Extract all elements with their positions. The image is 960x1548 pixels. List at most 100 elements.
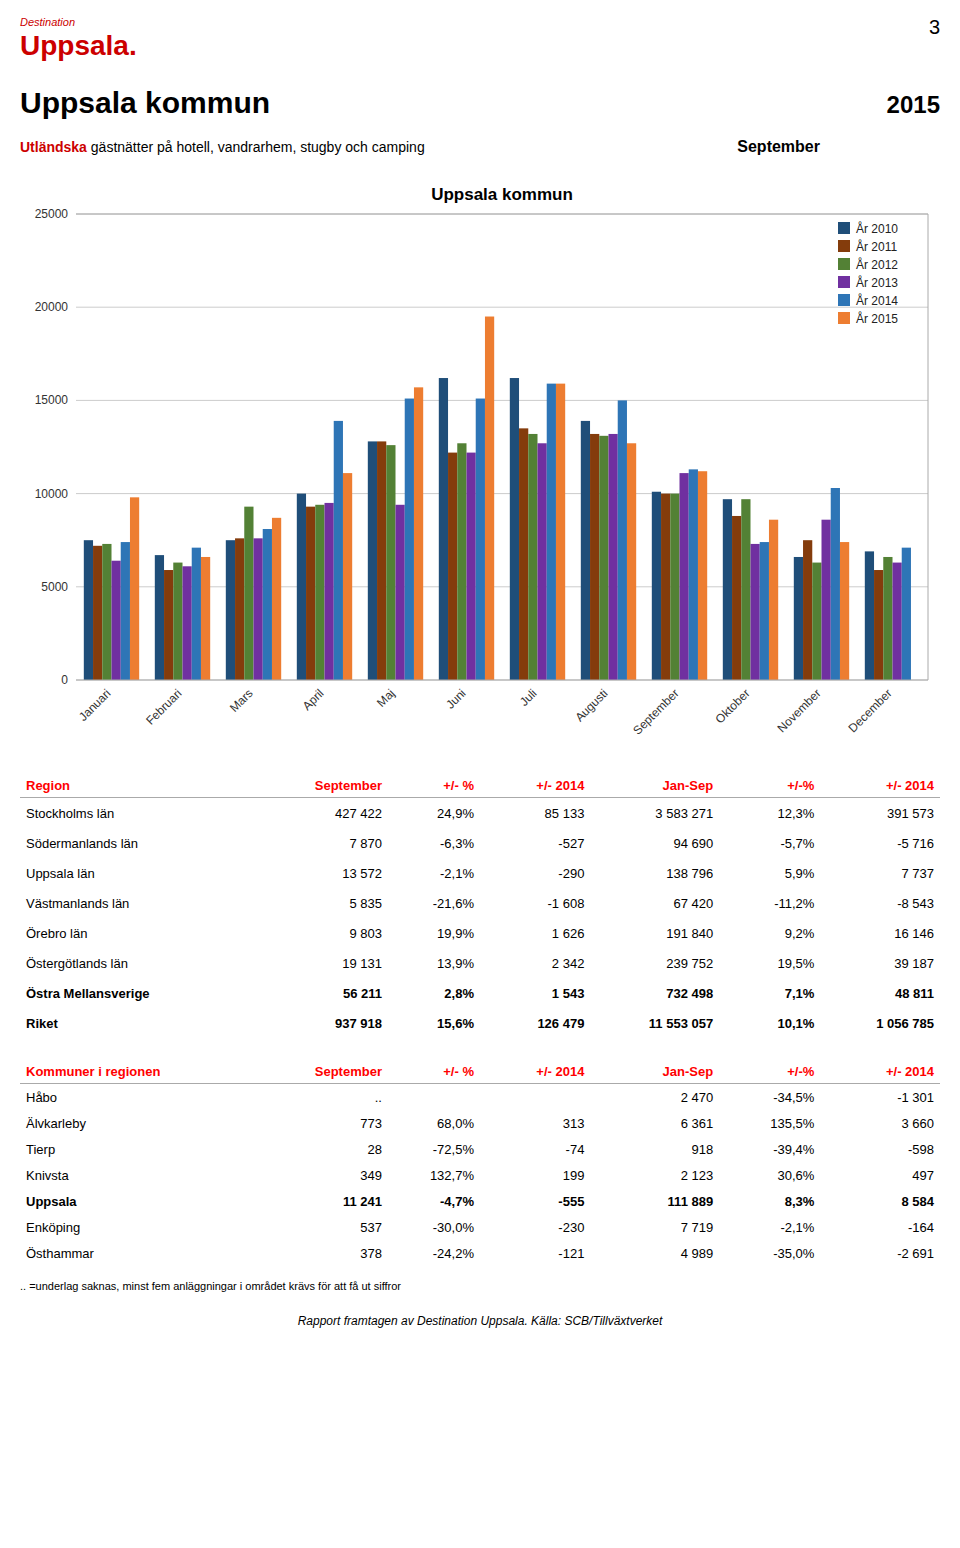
header-cell: +/- 2014 bbox=[820, 774, 940, 798]
header-cell: Jan-Sep bbox=[590, 774, 719, 798]
bar bbox=[102, 544, 111, 680]
table-cell: 773 bbox=[268, 1110, 388, 1136]
bar bbox=[244, 507, 253, 680]
chart-title: Uppsala kommun bbox=[431, 185, 573, 204]
table-cell: -290 bbox=[480, 858, 590, 888]
bar bbox=[812, 563, 821, 680]
legend-swatch bbox=[838, 276, 850, 288]
subtitle: Utländska gästnätter på hotell, vandrarh… bbox=[20, 139, 425, 155]
bar bbox=[618, 400, 627, 680]
table-cell: Enköping bbox=[20, 1214, 268, 1240]
col bbox=[480, 1060, 590, 1266]
table-row: Uppsala11 241-4,7%-555111 8898,3%8 584 bbox=[20, 1188, 940, 1214]
table-cell: 85 133 bbox=[480, 798, 590, 829]
table-row: Östhammar378-24,2%-1214 989-35,0%-2 691 bbox=[20, 1240, 940, 1266]
table-cell: Älvkarleby bbox=[20, 1110, 268, 1136]
table-cell: -5,7% bbox=[719, 828, 820, 858]
bar bbox=[263, 529, 272, 680]
header-cell: +/- 2014 bbox=[480, 774, 590, 798]
x-tick-label: Oktober bbox=[713, 686, 753, 726]
year: 2015 bbox=[887, 91, 940, 119]
bar bbox=[439, 378, 448, 680]
table-cell: 239 752 bbox=[590, 948, 719, 978]
bar bbox=[343, 473, 352, 680]
empty-cell bbox=[388, 1084, 480, 1111]
table-row: Västmanlands län5 835-21,6%-1 60867 420-… bbox=[20, 888, 940, 918]
table-cell: 12,3% bbox=[719, 798, 820, 829]
col bbox=[20, 1060, 268, 1266]
bar bbox=[538, 443, 547, 680]
bars bbox=[84, 317, 911, 680]
bar bbox=[652, 492, 661, 680]
chart: Uppsala kommun0500010000150002000025000J… bbox=[20, 178, 940, 758]
y-tick-label: 10000 bbox=[35, 487, 69, 501]
table-cell: -1 608 bbox=[480, 888, 590, 918]
table-cell: 8 584 bbox=[820, 1188, 940, 1214]
y-tick-label: 25000 bbox=[35, 207, 69, 221]
table-cell: 3 660 bbox=[820, 1110, 940, 1136]
table-cell: 2 342 bbox=[480, 948, 590, 978]
bar bbox=[112, 561, 121, 680]
bar bbox=[547, 384, 556, 680]
table-cell: 4 989 bbox=[590, 1240, 719, 1266]
table-cell: -4,7% bbox=[388, 1188, 480, 1214]
table-cell: -164 bbox=[820, 1214, 940, 1240]
table-cell: 6 361 bbox=[590, 1110, 719, 1136]
table-cell: Håbo bbox=[20, 1084, 268, 1111]
header-cell: Jan-Sep bbox=[590, 1060, 719, 1084]
table-cell: Stockholms län bbox=[20, 798, 268, 829]
table-cell: -2 691 bbox=[820, 1240, 940, 1266]
table-cell: -39,4% bbox=[719, 1136, 820, 1162]
table-cell: 10,1% bbox=[719, 1008, 820, 1038]
bar bbox=[883, 557, 892, 680]
table-cell: 537 bbox=[268, 1214, 388, 1240]
table-row: Älvkarleby77368,0%3136 361135,5%3 660 bbox=[20, 1110, 940, 1136]
bar bbox=[130, 497, 139, 680]
bar bbox=[485, 317, 494, 680]
table-cell: 132,7% bbox=[388, 1162, 480, 1188]
table-cell: -230 bbox=[480, 1214, 590, 1240]
table-cell: -30,0% bbox=[388, 1214, 480, 1240]
x-tick-label: Januari bbox=[76, 686, 114, 724]
legend-label: År 2014 bbox=[856, 293, 898, 308]
bar bbox=[201, 557, 210, 680]
grid-line bbox=[76, 214, 928, 215]
bar bbox=[893, 563, 902, 680]
legend-label: År 2011 bbox=[856, 239, 897, 254]
bar bbox=[405, 399, 414, 680]
table-cell: 7,1% bbox=[719, 978, 820, 1008]
table-cell: 7 870 bbox=[268, 828, 388, 858]
table-row: Södermanlands län7 870-6,3%-52794 690-5,… bbox=[20, 828, 940, 858]
bar bbox=[723, 499, 732, 680]
y-tick-label: 20000 bbox=[35, 300, 69, 314]
x-tick-label: April bbox=[300, 686, 327, 713]
table-cell: 918 bbox=[590, 1136, 719, 1162]
table-cell: -5 716 bbox=[820, 828, 940, 858]
legend-label: År 2015 bbox=[856, 311, 898, 326]
frame-top bbox=[76, 214, 928, 215]
bar bbox=[164, 570, 173, 680]
bar bbox=[741, 499, 750, 680]
grid-line bbox=[76, 680, 928, 681]
bar bbox=[226, 540, 235, 680]
bar bbox=[306, 507, 315, 680]
x-tick-label: September bbox=[630, 686, 681, 737]
table-cell: 3 583 271 bbox=[590, 798, 719, 829]
bar bbox=[661, 494, 670, 680]
table-cell: 13,9% bbox=[388, 948, 480, 978]
bar bbox=[414, 387, 423, 680]
bar bbox=[155, 555, 164, 680]
table-cell: Örebro län bbox=[20, 918, 268, 948]
bar bbox=[670, 494, 679, 680]
footer: Rapport framtagen av Destination Uppsala… bbox=[20, 1314, 940, 1328]
header-cell: +/- % bbox=[388, 1060, 480, 1084]
table-row: Uppsala län13 572-2,1%-290138 7965,9%7 7… bbox=[20, 858, 940, 888]
table-cell: 7 737 bbox=[820, 858, 940, 888]
x-tick-label: Maj bbox=[374, 686, 398, 710]
bar bbox=[760, 542, 769, 680]
grid-line bbox=[76, 493, 928, 494]
x-tick-label: Februari bbox=[143, 686, 184, 727]
bar bbox=[467, 453, 476, 680]
table-cell: 126 479 bbox=[480, 1008, 590, 1038]
legend-label: År 2012 bbox=[856, 257, 898, 272]
